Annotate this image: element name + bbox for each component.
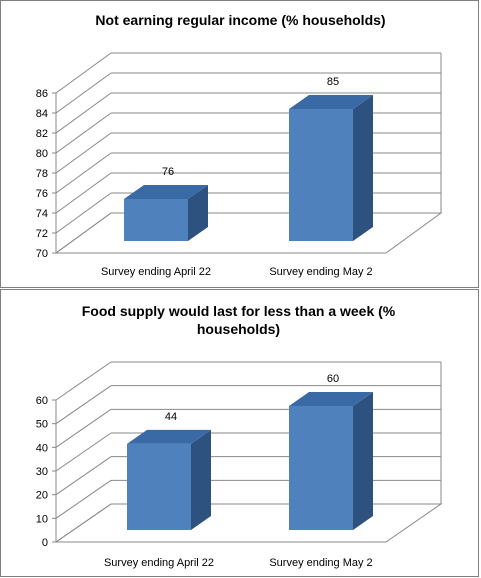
gridline-side — [55, 385, 112, 425]
gridline-side — [55, 52, 112, 94]
bar-side — [353, 95, 373, 241]
gridline-side — [55, 479, 112, 519]
gridline-side — [55, 212, 112, 254]
chart-title: Not earning regular income (% households… — [95, 12, 385, 28]
bar-2 — [289, 95, 373, 241]
category-label: Survey ending April 22 — [101, 266, 211, 278]
bar-1 — [124, 185, 208, 241]
gridline-side — [55, 432, 112, 472]
bar-2 — [289, 392, 373, 530]
category-label: Survey ending May 2 — [269, 266, 372, 278]
y-tick-label: 70 — [36, 248, 48, 260]
y-tick-label: 74 — [36, 208, 48, 220]
y-tick-label: 84 — [36, 108, 48, 120]
y-tick-label: 86 — [36, 88, 48, 100]
bar-front — [124, 199, 188, 241]
y-tick-label: 82 — [36, 128, 48, 140]
y-tick-label: 80 — [36, 148, 48, 160]
chart-panel-food: Food supply would last for less than a w… — [0, 289, 479, 577]
y-tick-label: 20 — [36, 490, 48, 502]
category-label: Survey ending May 2 — [269, 557, 372, 569]
gridline-side — [55, 72, 112, 114]
chart-panel-income: Not earning regular income (% households… — [0, 0, 479, 288]
gridline-side — [55, 192, 112, 234]
gridline-side — [55, 132, 112, 174]
y-tick-label: 30 — [36, 466, 48, 478]
bar-top — [289, 95, 373, 109]
y-tick-label: 10 — [36, 513, 48, 525]
y-tick-label: 0 — [42, 537, 48, 549]
y-tick-label: 50 — [36, 419, 48, 431]
y-tick-label: 40 — [36, 442, 48, 454]
data-label: 85 — [327, 76, 339, 88]
y-tick-label: 60 — [36, 395, 48, 407]
bar-front — [127, 443, 191, 530]
floor-outline — [56, 503, 443, 543]
category-label: Survey ending April 22 — [104, 557, 214, 569]
chart-income: Not earning regular income (% households… — [36, 12, 443, 278]
bar-front — [289, 406, 353, 530]
bar-side — [191, 429, 211, 530]
chart-title-line-1: Food supply would last for less than a w… — [82, 303, 396, 319]
gridline-side — [55, 112, 112, 154]
gridline-side — [55, 361, 112, 401]
bar-side — [188, 185, 208, 241]
bar-top — [289, 392, 373, 406]
bar-front — [289, 109, 353, 241]
gridline-side — [55, 172, 112, 214]
chart-title-line-2: households) — [197, 321, 280, 337]
gridline-side — [55, 408, 112, 448]
gridline-side — [55, 92, 112, 134]
y-tick-label: 72 — [36, 228, 48, 240]
bar-side — [353, 392, 373, 530]
y-tick-label: 78 — [36, 168, 48, 180]
data-label: 76 — [162, 166, 174, 178]
bar-top — [127, 429, 211, 444]
data-label: 60 — [327, 373, 339, 385]
gridline-side — [55, 152, 112, 194]
chart-food: Food supply would last for less than a w… — [36, 303, 443, 569]
bar-1 — [127, 429, 211, 530]
floor-outline — [56, 212, 443, 254]
data-label: 44 — [165, 411, 177, 423]
y-tick-label: 76 — [36, 188, 48, 200]
bar-top — [124, 185, 208, 199]
gridline-side — [55, 503, 112, 543]
gridline-side — [55, 456, 112, 496]
